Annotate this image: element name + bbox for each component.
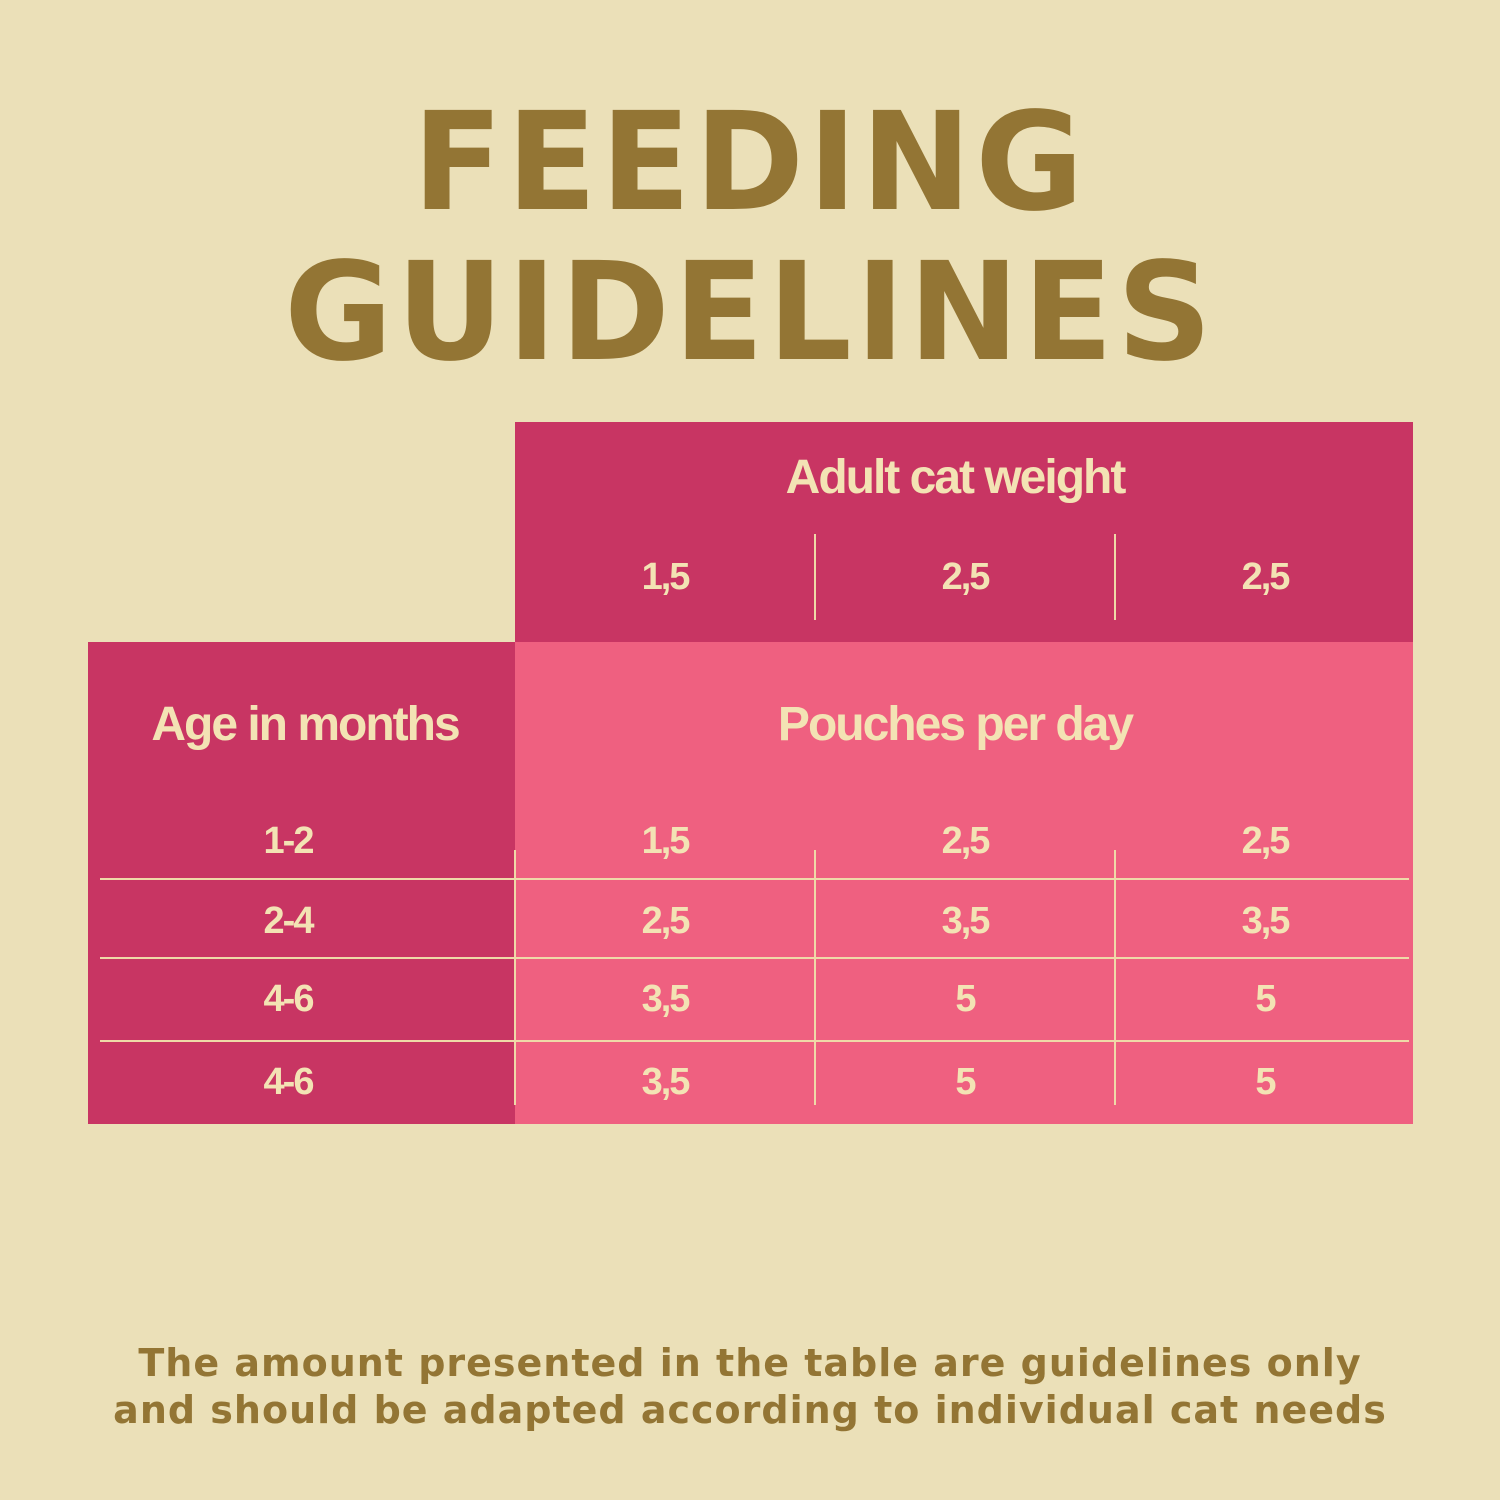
age-column-block xyxy=(88,642,515,1124)
header-divider-2 xyxy=(1114,534,1116,620)
row-3-value-2: 5 xyxy=(955,978,976,1020)
row-2-age: 2-4 xyxy=(263,900,315,942)
row-4-value-2: 5 xyxy=(955,1061,976,1103)
row-1-value-1: 1,5 xyxy=(641,820,691,862)
weight-header-block xyxy=(515,422,1413,642)
row-2-value-3: 3,5 xyxy=(1241,900,1291,942)
row-4-value-1: 3,5 xyxy=(641,1061,691,1103)
grid-vline-0 xyxy=(514,850,516,1105)
pouches-header-label: Pouches per day xyxy=(777,698,1134,751)
weight-header-label: Adult cat weight xyxy=(785,451,1127,504)
weight-col-1: 1,5 xyxy=(641,556,691,598)
header-divider-1 xyxy=(814,534,816,620)
grid-hline-2 xyxy=(100,957,1409,959)
row-2-value-1: 2,5 xyxy=(641,900,691,942)
row-1-value-3: 2,5 xyxy=(1241,820,1291,862)
row-2-value-2: 3,5 xyxy=(941,900,991,942)
grid-vline-1 xyxy=(814,850,816,1105)
row-1-value-2: 2,5 xyxy=(941,820,991,862)
page-title: FEEDING GUIDELINES xyxy=(284,84,1216,392)
weight-col-3: 2,5 xyxy=(1241,556,1291,598)
row-3-value-1: 3,5 xyxy=(641,978,691,1020)
grid-vline-2 xyxy=(1114,850,1116,1105)
row-3-age: 4-6 xyxy=(263,978,315,1020)
pouches-block xyxy=(515,642,1413,1124)
grid-hline-3 xyxy=(100,1040,1409,1042)
age-header-label: Age in months xyxy=(151,698,460,751)
footer-note-line-2: and should be adapted according to indiv… xyxy=(113,1388,1387,1432)
row-4-age: 4-6 xyxy=(263,1061,315,1103)
row-4-value-3: 5 xyxy=(1255,1061,1276,1103)
row-1-age: 1-2 xyxy=(263,820,315,862)
weight-col-2: 2,5 xyxy=(941,556,991,598)
row-3-value-3: 5 xyxy=(1255,978,1276,1020)
footer-note-line-1: The amount presented in the table are gu… xyxy=(138,1341,1362,1385)
grid-hline-1 xyxy=(100,878,1409,880)
